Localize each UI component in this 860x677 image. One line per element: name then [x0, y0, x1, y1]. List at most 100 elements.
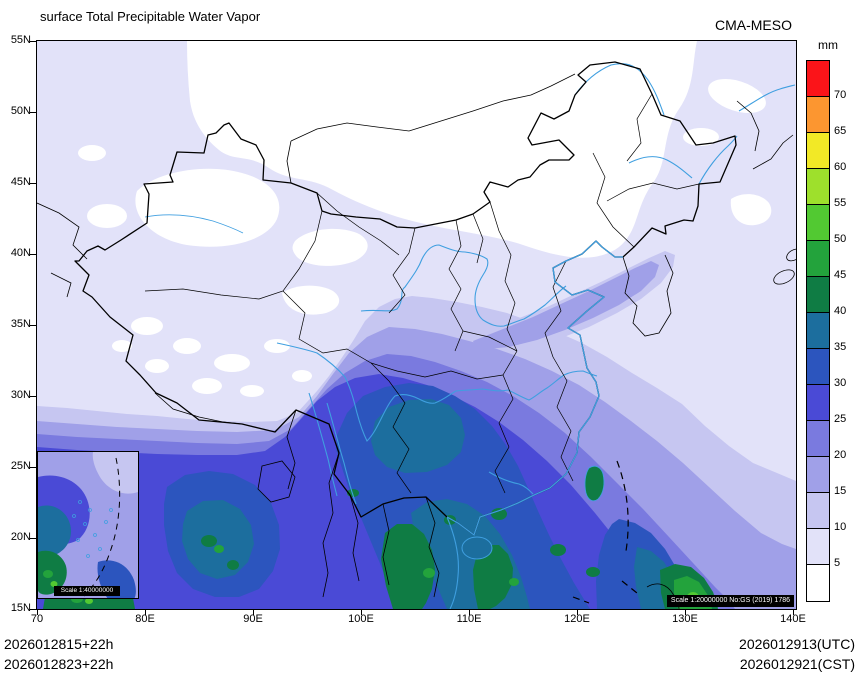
y-axis-tick-label: 25N	[10, 460, 31, 472]
init-time-cst: 2026012823+22h	[4, 656, 114, 672]
inset-islands	[72, 500, 113, 558]
colorbar-segment	[807, 421, 829, 457]
yellow-river	[360, 244, 567, 327]
y-axis-tick-label: 45N	[10, 176, 31, 188]
x-axis-tick-label: 80E	[135, 613, 155, 625]
taiwan-island	[584, 465, 605, 502]
x-axis-tick-label: 100E	[348, 613, 374, 625]
colorbar-tick-label: 5	[834, 557, 841, 569]
mekong-river	[308, 392, 338, 497]
tarim-river	[144, 214, 244, 234]
colorbar-tick-label: 15	[834, 485, 847, 497]
x-axis-tick-label: 70	[30, 613, 44, 625]
x-axis-tick-mark	[37, 610, 38, 615]
rivers	[144, 63, 796, 609]
colorbar-segment	[807, 133, 829, 169]
nine-dash-line	[83, 457, 121, 597]
y-axis-tick-label: 15N	[10, 602, 31, 614]
colorbar-tick-label: 60	[834, 161, 847, 173]
x-axis-tick-mark	[361, 610, 362, 615]
laos-vietnam-border	[425, 496, 440, 598]
colorbar-tick-label: 65	[834, 125, 847, 137]
colorbar-segment	[807, 493, 829, 529]
model-name: CMA-MESO	[715, 17, 792, 33]
colorbar-segment	[807, 205, 829, 241]
colorbar-segment	[807, 277, 829, 313]
x-axis-tick-label: 120E	[564, 613, 590, 625]
y-axis-tick-mark	[30, 254, 36, 255]
colorbar-tick-label: 45	[834, 269, 847, 281]
y-axis-tick-label: 35N	[10, 318, 31, 330]
x-axis-tick-mark	[145, 610, 146, 615]
y-axis-tick-mark	[30, 538, 36, 539]
international-boundaries	[37, 73, 796, 609]
colorbar-segment	[807, 457, 829, 493]
colorbar-segment	[807, 529, 829, 565]
x-axis-tick-mark	[577, 610, 578, 615]
dashed-maritime-lines	[572, 460, 638, 604]
x-axis-tick-mark	[469, 610, 470, 615]
colorbar-tick-label: 10	[834, 521, 847, 533]
y-axis-tick-label: 50N	[10, 105, 31, 117]
colorbar-tick-label: 40	[834, 305, 847, 317]
salween-river	[326, 402, 357, 505]
y-axis-tick-mark	[30, 41, 36, 42]
colorbar	[806, 60, 830, 602]
footer-right: 2026012913(UTC) 2026012921(CST)	[739, 634, 855, 674]
province-boundaries	[144, 93, 700, 494]
colorbar-tick-label: 35	[834, 341, 847, 353]
inset-scale-label: Scale 1:40000000	[54, 586, 120, 596]
japan-island	[773, 269, 795, 285]
x-axis-tick-label: 90E	[243, 613, 263, 625]
x-axis-tick-label: 110E	[456, 613, 482, 625]
contour-fill-below-5	[78, 41, 772, 397]
colorbar-tick-label: 55	[834, 197, 847, 209]
colorbar-tick-label: 50	[834, 233, 847, 245]
y-axis-tick-label: 55N	[10, 34, 31, 46]
y-axis-tick-label: 30N	[10, 389, 31, 401]
colorbar-segment	[807, 349, 829, 385]
hainan-island	[461, 536, 493, 560]
map-scale-label: Scale 1:20000000 No:GS (2019) 1786	[666, 595, 794, 607]
x-axis-tick-mark	[685, 610, 686, 615]
init-time-utc: 2026012815+22h	[4, 636, 114, 652]
colorbar-segment	[807, 97, 829, 133]
y-axis-tick-mark	[30, 183, 36, 184]
myanmar-border	[322, 452, 340, 598]
map-frame: Scale 1:40000000 Scale 1:20000000 No:GS …	[36, 40, 797, 610]
colorbar-tick-label: 70	[834, 89, 847, 101]
y-axis-tick-label: 20N	[10, 531, 31, 543]
yangtze-river	[276, 342, 598, 442]
colorbar-segment	[807, 241, 829, 277]
y-axis-tick-mark	[30, 112, 36, 113]
contour-fills	[37, 41, 796, 609]
south-china-sea-inset: Scale 1:40000000	[37, 451, 139, 599]
korea-outline	[622, 254, 674, 337]
x-axis-tick-mark	[793, 610, 794, 615]
x-axis-tick-label: 130E	[672, 613, 698, 625]
vietnam-coast	[446, 516, 459, 609]
y-axis-tick-mark	[30, 325, 36, 326]
mongolia-russia-border	[290, 73, 576, 142]
bangladesh-border	[257, 460, 296, 503]
valid-time-cst: 2026012921(CST)	[739, 656, 855, 672]
inset-map-canvas	[38, 452, 138, 598]
colorbar-segment	[807, 61, 829, 97]
colorbar-unit-label: mm	[818, 38, 838, 52]
y-axis-tick-mark	[30, 609, 36, 610]
y-axis-tick-mark	[30, 396, 36, 397]
coastline	[446, 240, 623, 560]
footer-left: 2026012815+22h 2026012823+22h	[4, 634, 113, 674]
colorbar-segment	[807, 565, 829, 601]
colorbar-tick-label: 20	[834, 449, 847, 461]
colorbar-segment	[807, 169, 829, 205]
y-axis-tick-label: 40N	[10, 247, 31, 259]
colorbar-tick-label: 25	[834, 413, 847, 425]
x-axis-tick-label: 140E	[780, 613, 806, 625]
y-axis-tick-mark	[30, 467, 36, 468]
colorbar-segment	[807, 385, 829, 421]
valid-time-utc: 2026012913(UTC)	[739, 636, 855, 652]
colorbar-segment	[807, 313, 829, 349]
songhua-river	[628, 156, 693, 179]
